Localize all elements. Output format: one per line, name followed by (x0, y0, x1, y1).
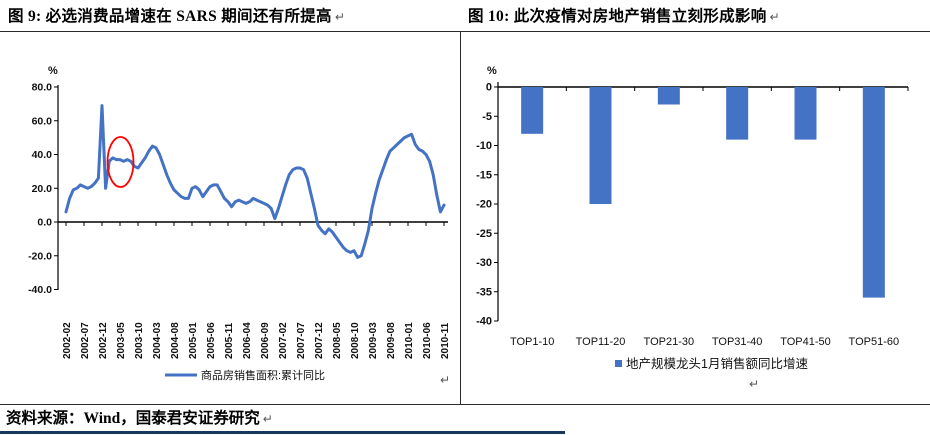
y-tick-label: 20.0 (32, 183, 53, 195)
y-tick-label: -5 (482, 111, 492, 123)
paragraph-mark-icon: ↵ (749, 377, 760, 391)
x-tick-label: 2005-06 (206, 322, 217, 359)
bar-chart-figure10: 0 -5 -10 -15 -20 -25 -30 -35 -40% TOP1-10 TOP11-20… (476, 65, 909, 371)
y-tick-label: -10 (476, 140, 492, 152)
y-axis-unit-label: % (487, 65, 497, 77)
table-top-border (0, 31, 930, 32)
x-tick-label: 2009-03 (368, 322, 379, 359)
y-tick-label: -35 (476, 286, 492, 298)
bar-top31-40 (726, 87, 749, 140)
legend-label: 地产规模龙头1月销售额同比增速 (626, 356, 808, 371)
x-category-label: TOP11-20 (576, 336, 626, 348)
bar-top1-10 (521, 87, 544, 134)
source-note-text: 资料来源：Wind，国泰君安证券研究 (6, 410, 260, 427)
x-category-label: TOP1-10 (510, 336, 554, 348)
paragraph-mark-icon: ↵ (262, 412, 273, 426)
bar-top21-30 (657, 87, 680, 105)
x-category-label: TOP41-50 (780, 336, 831, 348)
x-tick-label: 2005-11 (224, 322, 235, 359)
x-tick-label: 2006-09 (260, 322, 271, 359)
y-tick-label: 0 (486, 82, 492, 94)
x-tick-label: 2004-08 (170, 322, 181, 359)
figure9-title-text: 图 9: 必选消费品增速在 SARS 期间还有所提高 (8, 8, 332, 25)
x-tick-label: 2007-12 (314, 322, 325, 359)
bar-top51-60 (862, 87, 885, 298)
x-tick-label: 2008-05 (332, 322, 343, 359)
figure10-title-text: 图 10: 此次疫情对房地产销售立刻形成影响 (468, 8, 767, 25)
source-note: 资料来源：Wind，国泰君安证券研究 ↵ (6, 406, 273, 428)
figure10-title: 图 10: 此次疫情对房地产销售立刻形成影响 ↵ (468, 4, 780, 26)
x-tick-label: 2010-06 (422, 322, 433, 359)
paragraph-mark-icon: ↵ (769, 10, 780, 24)
sars-highlight-ellipse (106, 136, 135, 188)
x-tick-label: 2007-07 (296, 322, 307, 359)
x-tick-label: 2008-10 (350, 322, 361, 359)
bar-top11-20 (589, 87, 612, 204)
y-tick-label: 0.0 (37, 217, 52, 229)
legend-square-marker (615, 360, 622, 367)
x-tick-label: 2002-12 (98, 322, 109, 359)
y-tick-label: 60.0 (32, 115, 53, 127)
x-category-label: TOP31-40 (712, 336, 763, 348)
paragraph-mark-icon: ↵ (334, 10, 346, 24)
x-category-label: TOP51-60 (849, 336, 900, 348)
x-tick-label: 2003-05 (116, 322, 127, 359)
y-tick-label: -20.0 (28, 250, 52, 262)
legend-label: 商品房销售面积:累计同比 (201, 368, 325, 382)
x-tick-label: 2002-02 (62, 322, 73, 359)
bar-top41-50 (794, 87, 817, 140)
y-tick-label: -25 (476, 228, 492, 240)
column-divider (460, 31, 461, 405)
x-tick-label: 2006-04 (242, 322, 253, 359)
series-line (64, 104, 446, 259)
x-tick-label: 2002-07 (80, 322, 91, 359)
y-tick-label: 40.0 (32, 149, 53, 161)
x-tick-label: 2010-11 (440, 322, 451, 359)
y-tick-label: -40 (476, 316, 492, 328)
x-tick-label: 2007-02 (278, 322, 289, 359)
bottom-accent-rule (0, 431, 565, 434)
x-tick-label: 2009-08 (386, 322, 397, 359)
x-tick-label: 2005-01 (188, 322, 199, 359)
y-tick-label: -40.0 (28, 284, 52, 296)
x-tick-label: 2004-03 (152, 322, 163, 359)
figure9-title: 图 9: 必选消费品增速在 SARS 期间还有所提高 ↵ (8, 4, 345, 26)
x-tick-label: 2010-01 (404, 322, 415, 359)
x-tick-label: 2003-10 (134, 322, 145, 359)
y-axis-unit-label: % (48, 65, 58, 77)
paragraph-mark-icon: ↵ (440, 373, 451, 387)
y-tick-label: -30 (476, 257, 492, 269)
line-chart-figure9: 80.0 60.0 40.0 20.0 0.0 -20.0 -40.0% 2002-02 200… (28, 65, 451, 382)
table-bottom-border (0, 404, 930, 405)
y-tick-label: 80.0 (32, 82, 53, 94)
x-category-label: TOP21-30 (644, 336, 695, 348)
y-tick-label: -20 (476, 199, 492, 211)
y-tick-label: -15 (476, 169, 492, 181)
